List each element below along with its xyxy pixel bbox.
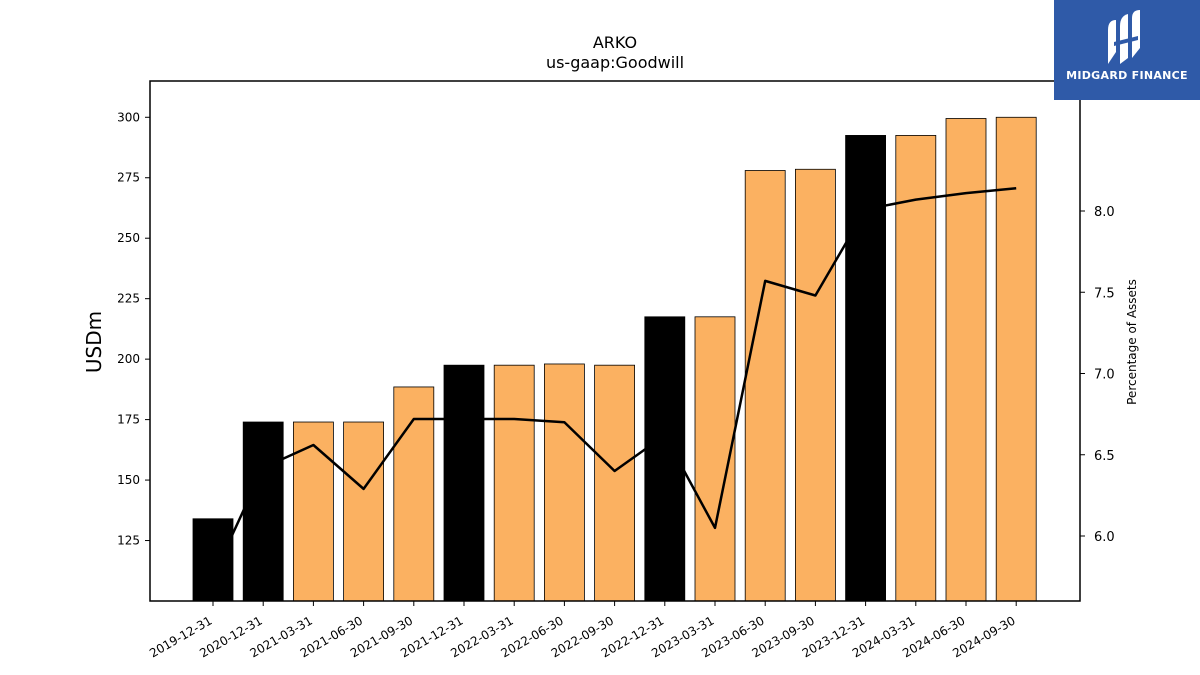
bar — [995, 116, 1037, 602]
bar — [343, 421, 385, 602]
y-tick-label-right: 8.0 — [1094, 205, 1115, 220]
y-tick-label-left: 125 — [117, 534, 140, 548]
y-tick-label-right: 6.0 — [1094, 530, 1115, 545]
y-axis-label-left: USDm — [82, 311, 106, 373]
chart-subtitle: us-gaap:Goodwill — [546, 53, 684, 72]
y-tick-label-right: 7.5 — [1094, 286, 1115, 301]
bar-series — [192, 116, 1037, 602]
y-tick-label-left: 275 — [117, 171, 140, 185]
line-series — [211, 187, 1017, 578]
brand-mark-icon — [1108, 10, 1140, 64]
chart-title: ARKO — [593, 33, 637, 52]
y-tick-label-right: 6.5 — [1094, 449, 1115, 464]
bar — [393, 386, 435, 602]
bar — [945, 118, 987, 602]
y-axis-label-right: Percentage of Assets — [1125, 279, 1139, 405]
brand-name: MIDGARD FINANCE — [1066, 69, 1188, 82]
brand-logo: MIDGARD FINANCE — [1054, 0, 1200, 100]
bar — [443, 364, 485, 602]
y-tick-label-left: 250 — [117, 231, 140, 245]
bar — [544, 363, 585, 602]
bar — [845, 135, 886, 602]
y-tick-label-left: 150 — [117, 473, 140, 487]
bar — [795, 168, 836, 602]
bar — [895, 135, 937, 602]
bar — [242, 421, 284, 602]
y-tick-label-right: 7.0 — [1094, 368, 1115, 383]
y-tick-label-left: 300 — [117, 110, 140, 124]
bar — [594, 364, 635, 602]
bar — [192, 518, 234, 602]
bar — [744, 170, 786, 602]
y-tick-label-left: 200 — [117, 352, 140, 366]
bar — [292, 421, 334, 602]
bar — [493, 364, 535, 602]
y-tick-label-left: 175 — [117, 413, 140, 427]
y-tick-label-left: 225 — [117, 292, 140, 306]
